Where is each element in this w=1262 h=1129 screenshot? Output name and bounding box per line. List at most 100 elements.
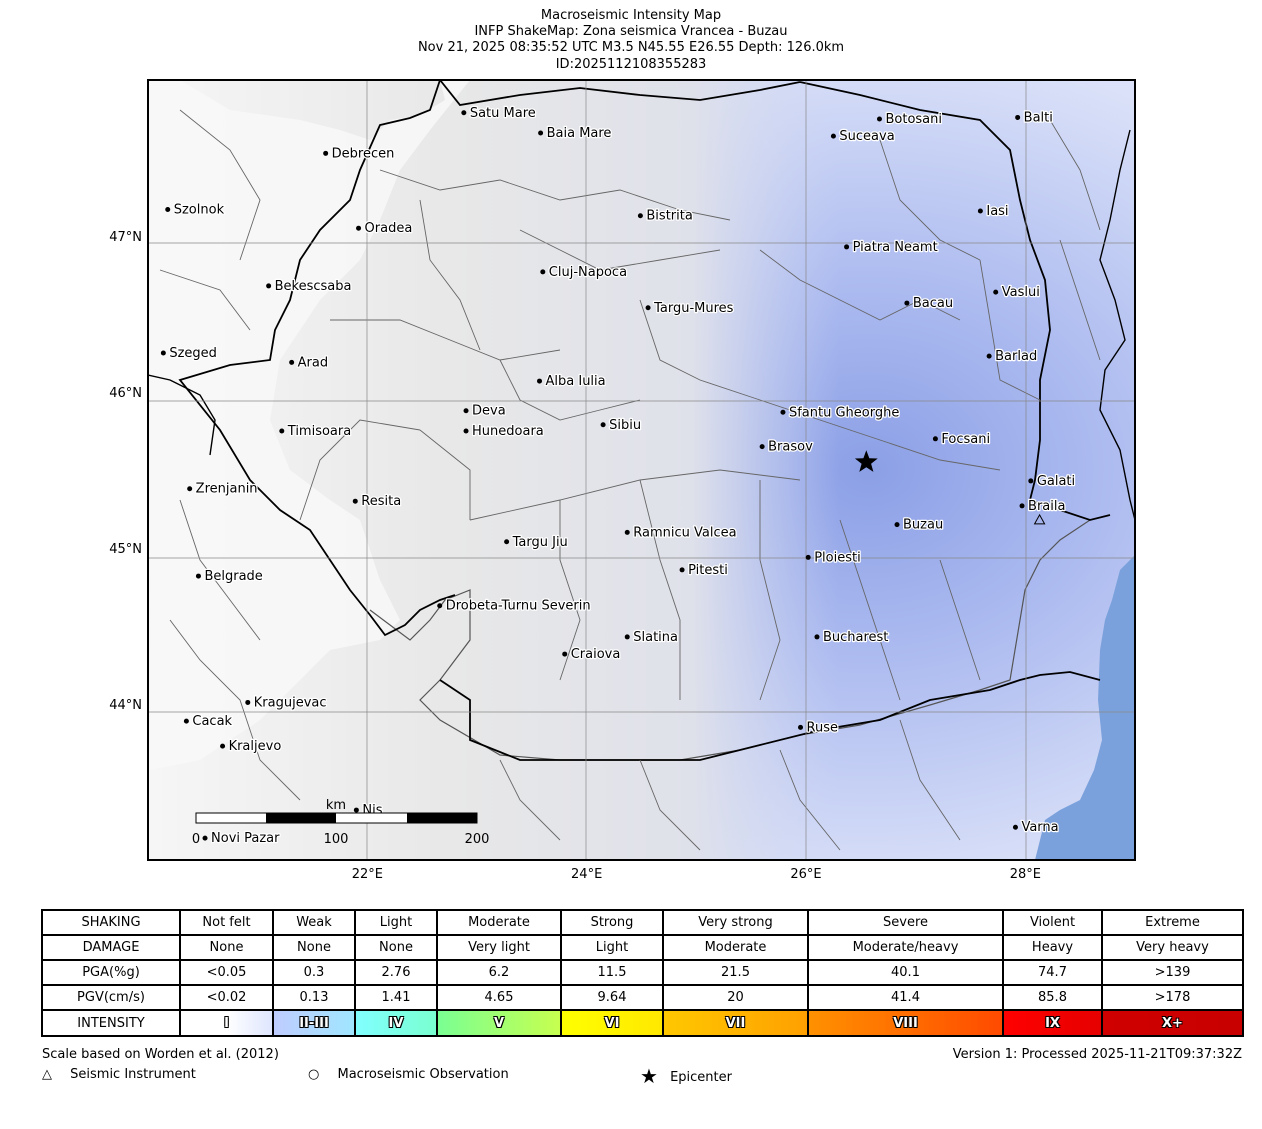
legend-cell: 20	[662, 984, 809, 1011]
city-label: Ploiesti	[814, 550, 861, 565]
intensity-swatch: IV	[354, 1009, 438, 1037]
city-marker	[645, 305, 651, 311]
border-moldova	[799, 81, 1111, 521]
lat-tick-label: 44°N	[109, 698, 142, 713]
legend-cell: Light	[354, 909, 438, 936]
city-marker	[537, 378, 543, 384]
city-marker	[562, 651, 568, 657]
city-label: Piatra Neamt	[853, 240, 938, 255]
border-moldova-east	[1099, 129, 1135, 521]
city-marker	[195, 573, 201, 579]
city-label: Kragujevac	[254, 695, 327, 710]
intensity-label: VII	[725, 1015, 746, 1031]
intensity-label: II-III	[299, 1015, 329, 1031]
intensity-swatch: X+	[1101, 1009, 1244, 1037]
city-label: Bacau	[913, 296, 953, 311]
legend-cell: Violent	[1002, 909, 1103, 936]
station-marker	[1033, 513, 1046, 525]
city-label: Drobeta-Turnu Severin	[446, 599, 591, 614]
legend-cell: 1.41	[354, 984, 438, 1011]
city-label: Buzau	[903, 518, 943, 533]
city-marker	[637, 213, 643, 219]
axis-labels: 22°E 24°E 26°E 28°E 47°N 46°N 45°N 44°N	[109, 230, 1041, 882]
city-label: Botosani	[885, 112, 942, 127]
city-label: Sibiu	[609, 418, 641, 433]
city-label: Craiova	[571, 647, 621, 662]
legend-cell: Heavy	[1002, 934, 1103, 961]
city-label: Bekescsaba	[275, 279, 352, 294]
legend-cell: None	[354, 934, 438, 961]
intensity-label: IX	[1045, 1015, 1060, 1031]
city-label: Targu-Mures	[653, 301, 734, 316]
legend-cell: Very strong	[662, 909, 809, 936]
city-label: Focsani	[941, 432, 990, 447]
city-label: Resita	[361, 494, 401, 509]
legend-cell: Not felt	[179, 909, 274, 936]
legend-row-label: DAMAGE	[41, 934, 181, 961]
city-marker	[1012, 824, 1018, 830]
city-label: Iasi	[986, 204, 1008, 219]
city-marker	[289, 359, 295, 365]
scalebar-label-0: 0	[192, 832, 200, 847]
city-marker	[805, 554, 811, 560]
legend-cell: Light	[560, 934, 664, 961]
border-romania-south	[439, 671, 1101, 761]
lon-tick-label: 28°E	[1010, 867, 1041, 882]
city-marker	[463, 428, 469, 434]
version-info: Version 1: Processed 2025-11-21T09:37:32…	[952, 1047, 1242, 1062]
city-label: Braila	[1028, 499, 1065, 514]
city-marker	[463, 408, 469, 414]
intensity-swatch: IX	[1002, 1009, 1103, 1037]
city-marker	[202, 835, 208, 841]
legend-cell: 41.4	[807, 984, 1004, 1011]
scale-note: Scale based on Worden et al. (2012)	[42, 1047, 279, 1062]
city-marker	[844, 244, 850, 250]
legend-observation: ○ Macroseismic Observation	[308, 1067, 509, 1082]
city-label: Oradea	[365, 221, 413, 236]
legend-cell: None	[179, 934, 274, 961]
city-label: Slatina	[633, 630, 678, 645]
city-marker	[600, 422, 606, 428]
intensity-row-label: INTENSITY	[41, 1009, 181, 1037]
legend-row: SHAKING Not felt Weak Light Moderate Strong Ve…	[41, 909, 1244, 936]
city-label: Timisoara	[287, 424, 351, 439]
border-romania-north	[439, 80, 801, 106]
city-label: Novi Pazar	[211, 831, 280, 846]
lat-tick-label: 46°N	[109, 386, 142, 401]
legend-row-label: SHAKING	[41, 909, 181, 936]
legend-cell: 21.5	[662, 959, 809, 986]
city-marker	[160, 350, 166, 356]
city-marker	[165, 206, 171, 212]
intensity-map[interactable]: Satu Mare Baia Mare Botosani Balti Suceava De…	[0, 0, 1262, 900]
station-layer	[1033, 513, 1046, 525]
city-marker	[540, 269, 546, 275]
city-label: Suceava	[839, 129, 894, 144]
city-marker	[437, 603, 443, 609]
circle-icon: ○	[308, 1067, 320, 1082]
legend-cell: >139	[1101, 959, 1244, 986]
city-marker	[245, 699, 251, 705]
intensity-swatch: I	[179, 1009, 274, 1037]
legend-epicenter: ★ Epicenter	[640, 1064, 732, 1088]
legend-cell: 85.8	[1002, 984, 1103, 1011]
city-marker	[352, 498, 358, 504]
city-layer: Satu Mare Baia Mare Botosani Balti Suceava De…	[160, 105, 1076, 847]
legend-cell: Moderate	[662, 934, 809, 961]
map-frame	[147, 79, 1136, 861]
city-marker	[759, 444, 765, 450]
intensity-label: I	[224, 1015, 229, 1031]
city-marker	[461, 110, 467, 116]
city-label: Pitesti	[688, 563, 728, 578]
legend-instrument: △ Seismic Instrument	[42, 1067, 196, 1082]
intensity-row: INTENSITY I II-III IV V VI VII VIII IX X+	[41, 1009, 1244, 1037]
city-marker	[993, 289, 999, 295]
legend-cell: 9.64	[560, 984, 664, 1011]
city-marker	[279, 428, 285, 434]
intensity-swatch: V	[436, 1009, 562, 1037]
city-label: Hunedoara	[472, 424, 544, 439]
city-marker	[323, 150, 329, 156]
legend-cell: Moderate	[436, 909, 562, 936]
intensity-label: IV	[388, 1015, 404, 1031]
legend-cell: <0.02	[179, 984, 274, 1011]
city-label: Bistrita	[646, 209, 692, 224]
